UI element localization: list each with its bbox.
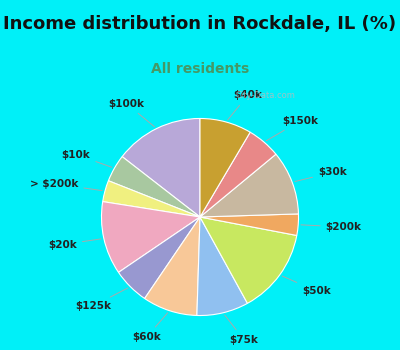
Wedge shape [145, 217, 200, 315]
Text: $20k: $20k [48, 239, 101, 250]
Text: > $200k: > $200k [30, 179, 102, 191]
Wedge shape [197, 217, 248, 315]
Text: $60k: $60k [132, 313, 168, 342]
Wedge shape [200, 119, 250, 217]
Wedge shape [103, 181, 200, 217]
Wedge shape [122, 119, 200, 217]
Wedge shape [200, 214, 298, 236]
Text: $75k: $75k [225, 315, 258, 345]
Text: $150k: $150k [266, 116, 318, 141]
Wedge shape [200, 132, 276, 217]
Text: Income distribution in Rockdale, IL (%): Income distribution in Rockdale, IL (%) [4, 14, 396, 33]
Text: $200k: $200k [301, 222, 362, 232]
Wedge shape [200, 217, 297, 303]
Text: $50k: $50k [282, 276, 331, 296]
Text: $40k: $40k [228, 90, 262, 120]
Text: City-Data.com: City-Data.com [236, 91, 296, 100]
Wedge shape [118, 217, 200, 299]
Text: $125k: $125k [75, 288, 128, 311]
Wedge shape [108, 156, 200, 217]
Text: $100k: $100k [108, 99, 154, 127]
Text: $30k: $30k [295, 167, 347, 182]
Wedge shape [200, 154, 298, 217]
Text: $10k: $10k [62, 149, 112, 167]
Wedge shape [102, 202, 200, 272]
Text: All residents: All residents [151, 62, 249, 76]
